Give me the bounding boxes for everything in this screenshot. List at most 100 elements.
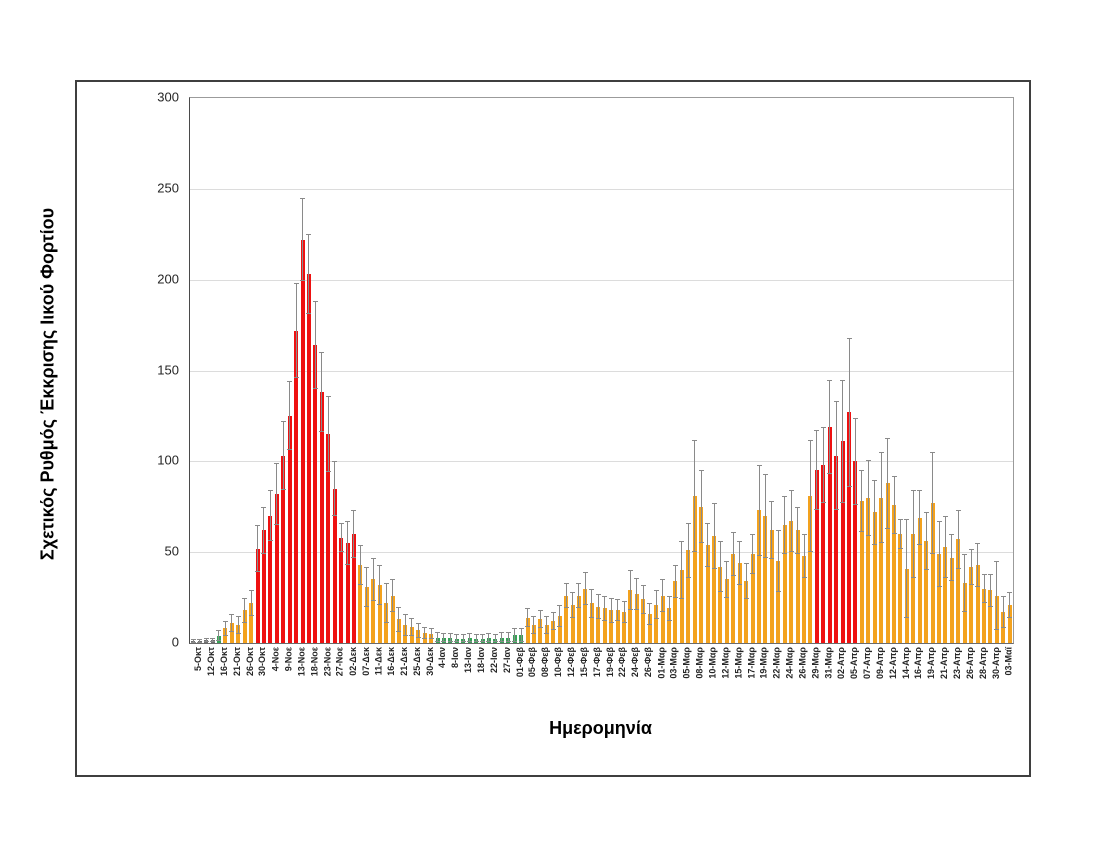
x-axis-tick-label: 4-Νοε [270,647,281,672]
bar [718,566,723,643]
error-bar [409,617,415,636]
x-axis-tick-label: 26-Μαρ [797,647,808,679]
error-bar [685,523,691,578]
x-axis-tick-label: 23-Απρ [951,647,962,679]
bar [306,274,311,643]
bar [261,530,266,643]
bar [705,544,710,643]
error-bar [396,606,402,633]
error-bar [248,590,254,616]
bar [660,595,665,643]
error-bar [197,639,203,643]
x-axis-tick-label: 4-Ιαν [437,647,448,669]
bar [956,539,961,643]
error-bar [827,379,833,475]
x-axis-tick-label: 24-Φεβ [630,647,641,678]
x-axis-tick-label: 05-Μαρ [681,647,692,679]
error-bar [544,615,550,634]
x-axis-tick-label: 12-Φεβ [566,647,577,678]
bar [339,537,344,643]
error-bar [537,610,543,629]
x-axis-tick-label: 07-Απρ [861,647,872,679]
error-bar [653,590,659,620]
error-bar [994,561,1000,631]
bar [615,610,620,643]
x-axis-tick-label: 27-Νοε [334,647,345,677]
x-axis-title: Ημερομηνία [549,718,652,738]
error-bar [955,510,961,569]
x-axis-tick-label: 08-Φεβ [540,647,551,678]
x-axis-tick-label: 21-Απρ [939,647,950,679]
error-bar [306,234,312,315]
error-bar [762,474,768,558]
error-bar [840,379,846,504]
bar [274,494,279,643]
error-bar [338,523,344,553]
x-axis-tick-label: 05-Απρ [849,647,860,679]
error-bar [1007,592,1013,618]
bar [371,579,376,643]
x-axis-tick-label: 9-Νοε [283,647,294,672]
error-bar [782,495,788,554]
error-bar [666,595,672,622]
error-bar [846,337,852,487]
bar [988,590,993,643]
gridline [190,552,1013,554]
error-bar [910,490,916,578]
x-axis-tick-label: 05-Φεβ [527,647,538,678]
bar [557,615,562,643]
x-axis-tick-label: 28-Απρ [977,647,988,679]
bar [596,606,601,643]
error-bar [936,521,942,587]
error-bar [499,632,505,643]
error-bar [756,464,762,556]
error-bar [525,608,531,627]
y-axis-tick-label: 250 [157,180,179,196]
error-bar [724,561,730,598]
bar [564,595,569,643]
bar [982,588,987,643]
bar [583,588,588,643]
error-bar [750,534,756,574]
bar [872,512,877,643]
x-axis-tick-label: 14-Απρ [900,647,911,679]
bar [364,586,369,643]
x-axis-tick-label: 19-Απρ [926,647,937,679]
error-bar [435,632,441,643]
bar [853,461,858,643]
bar [866,497,871,643]
bar [699,506,704,643]
x-axis-tick-label: 15-Φεβ [578,647,589,678]
error-bar [647,603,653,625]
bar [782,524,787,643]
bar [589,603,594,643]
bar [744,581,749,643]
x-axis-tick-label: 27-Ιαν [501,647,512,674]
bar [769,530,774,643]
bar [249,603,254,643]
bar [294,330,299,643]
error-bar [505,632,511,643]
error-bar [795,506,801,554]
x-axis-tick-label: 21-Οκτ [231,647,242,677]
x-axis-tick-label: 22-Μαρ [771,647,782,679]
x-axis-tick-label: 16-Δεκ [386,647,397,676]
x-axis-tick-label: 16-Απρ [913,647,924,679]
x-axis-tick-label: 30-Δεκ [424,647,435,676]
bar [962,583,967,643]
error-bar [550,612,556,631]
error-bar [949,534,955,582]
bar [570,604,575,643]
bar [313,345,318,643]
error-bar [801,534,807,578]
y-axis-tick-label: 0 [171,634,179,650]
bar [757,510,762,643]
x-axis-tick-label: 22-Φεβ [617,647,628,678]
bar [724,579,729,643]
gridline [190,279,1013,281]
error-bar [602,595,608,622]
bar [802,555,807,643]
error-bar [357,544,363,585]
bar [667,608,671,643]
x-axis-tick-label: 13-Ιαν [463,647,474,674]
